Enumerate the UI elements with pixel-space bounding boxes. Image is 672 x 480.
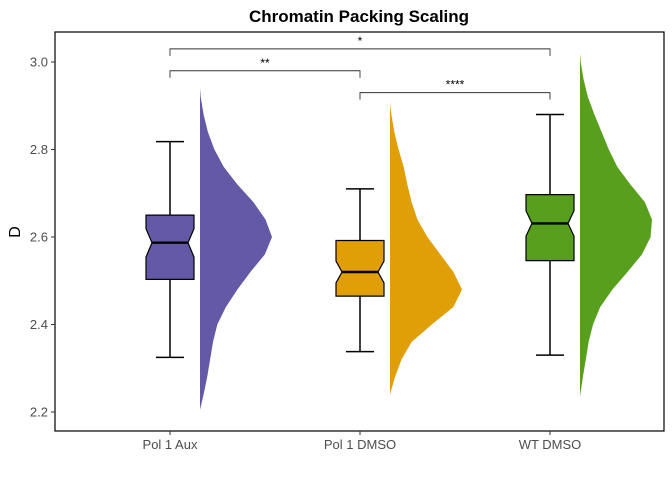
y-tick-label-2: 2.6 xyxy=(30,230,48,245)
density-0 xyxy=(200,88,272,410)
x-tick-label-2: WT DMSO xyxy=(519,437,582,452)
y-tick-label-4: 3.0 xyxy=(30,55,48,70)
x-tick-label-0: Pol 1 Aux xyxy=(143,437,198,452)
sig-bracket-0 xyxy=(169,48,551,56)
density-2 xyxy=(580,53,652,397)
box-2 xyxy=(525,194,575,262)
y-tick-label-1: 2.4 xyxy=(30,317,48,332)
sig-label-2: **** xyxy=(446,78,465,92)
y-tick-label-0: 2.2 xyxy=(30,405,48,420)
box-1 xyxy=(335,239,385,297)
sig-label-0: * xyxy=(358,34,363,48)
y-tick-label-3: 2.8 xyxy=(30,142,48,157)
chart-title: Chromatin Packing Scaling xyxy=(249,7,469,26)
y-axis-label: D xyxy=(7,226,24,238)
x-tick-label-1: Pol 1 DMSO xyxy=(324,437,396,452)
sig-bracket-2 xyxy=(359,92,551,100)
sig-bracket-1 xyxy=(169,70,361,78)
sig-label-1: ** xyxy=(260,56,270,70)
density-1 xyxy=(390,103,462,395)
box-0 xyxy=(145,214,195,280)
